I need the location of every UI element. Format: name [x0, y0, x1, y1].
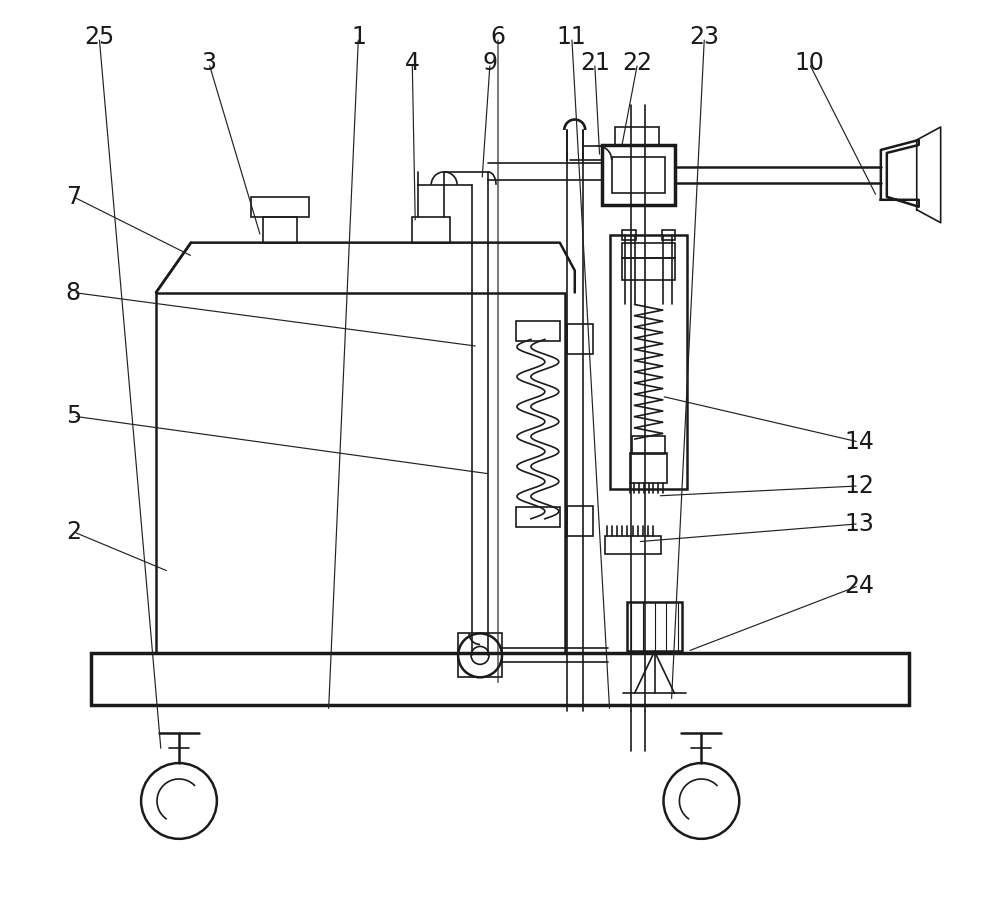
Bar [622, 229, 636, 239]
Text: 14: 14 [844, 430, 874, 454]
Text: 24: 24 [844, 574, 874, 598]
Text: 6: 6 [491, 26, 506, 49]
Bar [263, 217, 297, 242]
Bar [632, 436, 665, 454]
Text: 10: 10 [794, 51, 824, 75]
Bar [516, 507, 560, 526]
Text: 3: 3 [201, 51, 216, 75]
Text: 2: 2 [66, 520, 81, 544]
Text: 9: 9 [483, 51, 498, 75]
Bar [630, 453, 667, 483]
Text: 7: 7 [66, 185, 81, 208]
Bar [156, 292, 565, 654]
Bar [622, 242, 675, 258]
Bar [622, 258, 675, 280]
Text: 12: 12 [844, 474, 874, 498]
Text: 5: 5 [66, 404, 81, 428]
Bar [91, 654, 909, 706]
Text: 25: 25 [84, 26, 114, 49]
Bar [458, 633, 502, 677]
Bar [615, 127, 659, 145]
Text: 1: 1 [351, 26, 366, 49]
Text: 11: 11 [557, 26, 587, 49]
Text: 22: 22 [623, 51, 653, 75]
Text: 23: 23 [689, 26, 719, 49]
Bar [610, 235, 687, 489]
Bar [516, 322, 560, 341]
Text: 4: 4 [405, 51, 420, 75]
Bar [662, 229, 675, 239]
Bar [251, 197, 309, 217]
Text: 21: 21 [580, 51, 610, 75]
Bar [602, 145, 675, 205]
Text: 8: 8 [66, 281, 81, 304]
Bar [627, 601, 682, 652]
Bar [605, 536, 661, 554]
Text: 13: 13 [844, 512, 874, 536]
Bar [567, 505, 593, 536]
Bar [612, 157, 665, 193]
Bar [412, 217, 450, 242]
Bar [567, 324, 593, 355]
